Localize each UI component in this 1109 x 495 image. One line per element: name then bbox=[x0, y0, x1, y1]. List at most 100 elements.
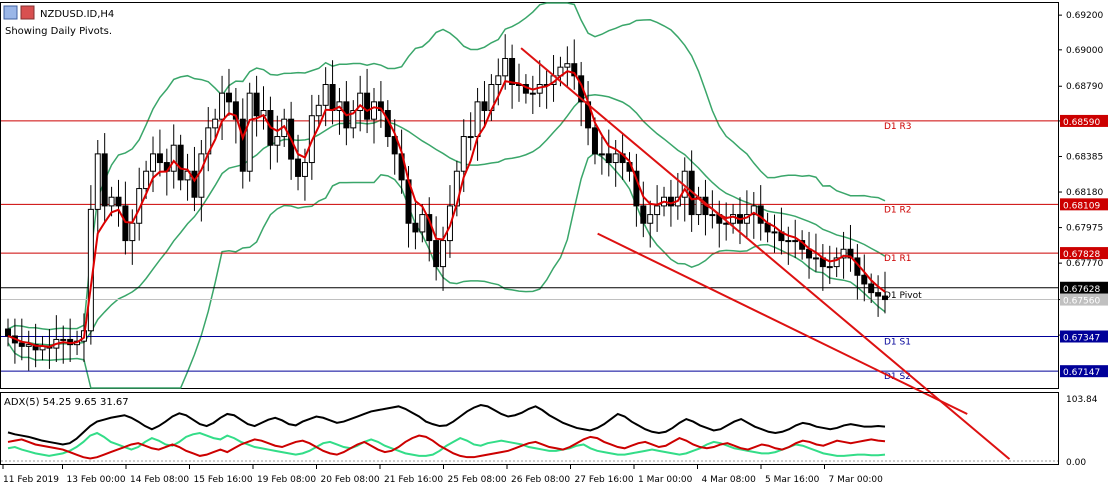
price-tick-label: 0.67975 bbox=[1066, 224, 1103, 234]
channel-lines[interactable] bbox=[520, 47, 1011, 460]
candle-body bbox=[785, 240, 792, 243]
candle-body bbox=[605, 153, 612, 164]
candle-body bbox=[18, 342, 25, 347]
candle-body bbox=[433, 240, 440, 268]
price-tick-label: 0.68790 bbox=[1066, 82, 1103, 92]
candle-body bbox=[868, 283, 875, 294]
price-plot-frame bbox=[0, 2, 1059, 389]
candle-body bbox=[633, 170, 640, 207]
candle-body bbox=[315, 104, 322, 117]
candle-body bbox=[101, 153, 108, 207]
candle-body bbox=[136, 188, 143, 224]
pivot-price-tag bbox=[1060, 330, 1108, 343]
candle-body bbox=[212, 118, 219, 129]
candle-body bbox=[419, 214, 426, 233]
pivot-label: D1 Pivot bbox=[884, 291, 922, 301]
time-tick-label: 11 Feb 2019 bbox=[3, 475, 59, 485]
candle-body bbox=[481, 101, 488, 112]
candle-body bbox=[757, 205, 764, 224]
time-tick-label: 5 Mar 16:00 bbox=[765, 475, 820, 485]
channel-line-lower[interactable] bbox=[597, 232, 968, 415]
candle-body bbox=[357, 92, 364, 112]
bollinger-lower bbox=[7, 151, 886, 389]
channel-line-upper[interactable] bbox=[520, 47, 1011, 460]
candle-body bbox=[882, 295, 888, 301]
candle-body bbox=[771, 231, 778, 234]
pivot-lines: D1 R3 D1 R2 D1 R1 D1 Pivot D1 S1 D1 S2 bbox=[1, 120, 1058, 382]
candle-body bbox=[301, 162, 308, 177]
pivot-price-tag bbox=[1060, 114, 1108, 127]
price-tags: 0.68590 0.68109 0.67828 0.67628 0.67347 0.671… bbox=[1060, 114, 1108, 378]
price-tick-label: 0.68180 bbox=[1066, 188, 1103, 198]
candle-body bbox=[274, 136, 281, 146]
candle-body bbox=[156, 153, 163, 164]
price-tick-label: 0.69200 bbox=[1066, 11, 1103, 21]
candle-body bbox=[246, 92, 253, 172]
adx-panel[interactable]: ADX(5) 54.25 9.65 31.67 103.84 0.00 bbox=[0, 392, 1098, 469]
time-tick-label: 26 Feb 08:00 bbox=[511, 475, 570, 485]
candle-body bbox=[377, 101, 384, 112]
pivot-price-tag-text: 0.67347 bbox=[1063, 333, 1100, 343]
time-axis: 11 Feb 2019 13 Feb 00:00 14 Feb 08:00 15 Fe… bbox=[2, 465, 883, 485]
candle-body bbox=[460, 136, 467, 172]
candle-body bbox=[875, 292, 882, 297]
candle-body bbox=[529, 92, 536, 95]
price-tick-label: 0.69000 bbox=[1066, 46, 1103, 56]
ma-line bbox=[7, 70, 886, 348]
adx-plot-frame bbox=[0, 392, 1059, 465]
adx-lines bbox=[7, 404, 886, 460]
window-icon-group bbox=[3, 5, 35, 20]
candle-body bbox=[750, 205, 757, 216]
candle-body bbox=[25, 344, 32, 347]
candle-body bbox=[833, 257, 840, 268]
candle-body bbox=[647, 214, 654, 224]
adx-series-di bbox=[7, 431, 886, 457]
candle-body bbox=[225, 92, 232, 103]
candle-body bbox=[191, 170, 198, 198]
symbol-title: NZDUSD.ID,H4 bbox=[40, 9, 114, 20]
price-chart-panel[interactable]: D1 R3 D1 R2 D1 R1 D1 Pivot D1 S1 D1 S2 bbox=[0, 2, 1059, 460]
time-tick-label: 21 Feb 16:00 bbox=[384, 475, 443, 485]
candle-body bbox=[391, 136, 398, 155]
current-price-tag-text: 0.67560 bbox=[1063, 297, 1100, 307]
pivot-price-tag bbox=[1060, 281, 1108, 294]
pivot-price-tag-text: 0.67828 bbox=[1063, 250, 1100, 260]
candle-body bbox=[329, 84, 336, 112]
candle-body bbox=[440, 240, 447, 268]
candle-body bbox=[792, 240, 799, 243]
pivot-price-tag bbox=[1060, 365, 1108, 378]
adx-title: ADX(5) 54.25 9.65 31.67 bbox=[4, 397, 129, 408]
candle-body bbox=[122, 205, 129, 242]
adx-series-di bbox=[7, 434, 886, 460]
candle-body bbox=[571, 63, 578, 77]
candle-body bbox=[564, 63, 571, 68]
candle-body bbox=[108, 196, 115, 207]
pivot-label: D1 R1 bbox=[884, 254, 912, 264]
candle-body bbox=[709, 214, 716, 217]
time-tick-label: 15 Feb 16:00 bbox=[194, 475, 253, 485]
pivot-label: D1 S1 bbox=[884, 337, 911, 347]
candle-body bbox=[94, 153, 101, 210]
chart-window-icon bbox=[20, 5, 35, 20]
candle-body bbox=[667, 196, 674, 207]
adx-bottom-tick: 0.00 bbox=[1066, 458, 1086, 468]
candle-body bbox=[239, 118, 246, 172]
time-tick-label: 13 Feb 00:00 bbox=[67, 475, 126, 485]
current-price-tag bbox=[1060, 293, 1108, 306]
candle-body bbox=[502, 57, 509, 77]
candle-body bbox=[115, 196, 122, 207]
candle-body bbox=[364, 92, 371, 120]
candle-body bbox=[861, 274, 868, 285]
candle-body bbox=[253, 92, 260, 117]
window-icon bbox=[3, 5, 18, 20]
candle-body bbox=[350, 110, 357, 129]
pivot-price-tag bbox=[1060, 198, 1108, 211]
candle-body bbox=[612, 153, 619, 164]
candle-body bbox=[826, 266, 833, 269]
candle-body bbox=[370, 101, 377, 120]
bollinger-upper bbox=[7, 2, 886, 331]
candle-body bbox=[5, 328, 11, 337]
candle-body bbox=[495, 75, 502, 86]
candle-body bbox=[467, 136, 474, 139]
